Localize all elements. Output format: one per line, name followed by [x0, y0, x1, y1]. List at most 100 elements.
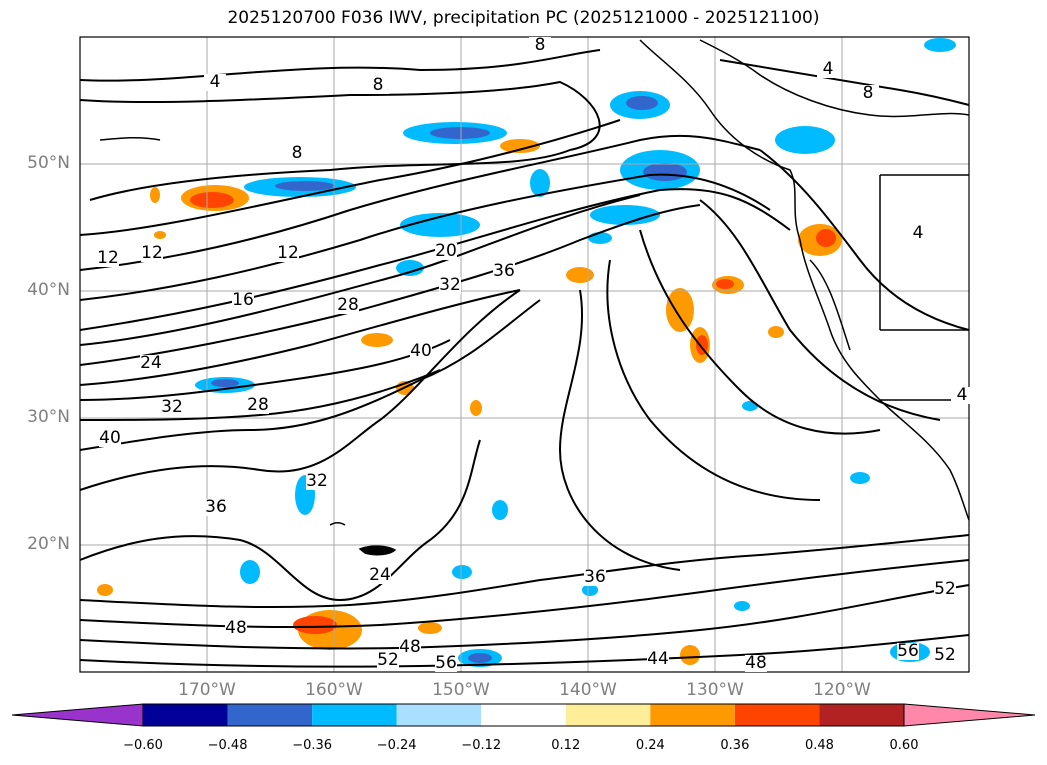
- contour-label-bg: [435, 655, 457, 672]
- map-title: 2025120700 F036 IWV, precipitation PC (2…: [227, 8, 820, 28]
- contour-label: 4: [210, 72, 221, 92]
- colorbar-swatch: [143, 704, 228, 726]
- contour-label: 8: [863, 83, 874, 103]
- contour-label-bg: [377, 652, 399, 669]
- lon-tick-label: 140°W: [559, 680, 617, 700]
- contour-label: 56: [435, 653, 457, 673]
- contour-label: 32: [306, 471, 328, 491]
- precip-shading: [97, 38, 956, 667]
- contour-label-bg: [306, 473, 328, 490]
- colorbar: [11, 703, 1036, 727]
- lat-tick-label: 40°N: [27, 280, 70, 300]
- colorbar-swatch: [396, 704, 482, 726]
- colorbar-tick-label: 0.48: [804, 738, 834, 753]
- contour-label-bg: [410, 343, 432, 360]
- contour-label-bg: [140, 355, 162, 372]
- contour-label-bg: [934, 581, 956, 598]
- contour-label: 4: [823, 59, 834, 79]
- contour-label-bg: [951, 387, 973, 404]
- contour-label: 48: [399, 637, 421, 657]
- contour-label-bg: [439, 277, 461, 294]
- contour-label: 36: [205, 497, 227, 517]
- contour-label-bg: [141, 245, 163, 262]
- contour-label-bg: [205, 499, 227, 516]
- contour-label: 40: [410, 341, 432, 361]
- lon-tick-label: 130°W: [686, 680, 744, 700]
- contour-label-bg: [232, 292, 254, 309]
- colorbar-swatch: [565, 704, 651, 726]
- contour-label-bg: [161, 399, 183, 416]
- contour-label: 56: [897, 641, 919, 661]
- colorbar-tick-label: −0.36: [292, 738, 333, 753]
- contour-label: 24: [369, 565, 391, 585]
- contour-label-bg: [369, 567, 391, 584]
- colorbar-tick-label: −0.48: [207, 738, 248, 753]
- map-border: [79, 36, 970, 673]
- contour-label-bg: [399, 639, 421, 656]
- contour-label: 16: [232, 290, 254, 310]
- colorbar-outline: [142, 703, 905, 727]
- contour-label: 12: [141, 243, 163, 263]
- contour-label: 52: [377, 650, 399, 670]
- colorbar-swatch: [312, 704, 397, 726]
- lat-tick-label: 50°N: [27, 153, 70, 173]
- coastline: [99, 39, 970, 556]
- contour-label-bg: [99, 430, 121, 447]
- contour-label-bg: [817, 61, 839, 78]
- colorbar-tick-label: −0.12: [461, 738, 502, 753]
- contour-label-bg: [584, 569, 606, 586]
- lat-tick-label: 30°N: [27, 407, 70, 427]
- colorbar-tick-label: −0.24: [376, 738, 417, 753]
- contour-label: 40: [99, 428, 121, 448]
- contour-label-bg: [897, 643, 919, 660]
- lon-tick-label: 170°W: [178, 680, 236, 700]
- contour-label-bg: [745, 655, 767, 672]
- contour-label: 44: [647, 649, 669, 669]
- lon-tick-label: 160°W: [305, 680, 363, 700]
- contour-label-bg: [225, 620, 247, 637]
- contour-label-bg: [857, 85, 879, 102]
- lon-tick-label: 150°W: [432, 680, 490, 700]
- contour-label: 20: [435, 241, 457, 261]
- contour-label: 36: [493, 261, 515, 281]
- colorbar-tick-label: 0.60: [889, 738, 919, 753]
- contour-label-bg: [529, 37, 551, 54]
- contour-label: 32: [161, 397, 183, 417]
- contour-label: 32: [439, 275, 461, 295]
- colorbar-tick-label: −0.60: [123, 738, 163, 753]
- colorbar-swatch: [650, 704, 735, 726]
- contour-label-bg: [286, 145, 308, 162]
- contour-label: 4: [957, 385, 968, 405]
- colorbar-swatch: [481, 704, 566, 726]
- contour-label: 28: [337, 295, 359, 315]
- contour-label: 8: [535, 35, 546, 55]
- contour-label-bg: [435, 243, 457, 260]
- colorbar-swatch: [734, 704, 820, 726]
- colorbar-extend-high: [903, 703, 1036, 727]
- contour-label-bg: [204, 74, 226, 91]
- contour-label: 4: [913, 223, 924, 243]
- lon-tick-label: 120°W: [813, 680, 871, 700]
- contour-label: 12: [277, 243, 299, 263]
- colorbar-extend-low: [11, 703, 144, 727]
- contour-label: 8: [373, 75, 384, 95]
- iwv-contours: [79, 49, 970, 668]
- contour-label: 48: [225, 618, 247, 638]
- contour-label: 12: [97, 248, 119, 268]
- lat-tick-label: 20°N: [27, 534, 70, 554]
- colorbar-swatch: [227, 704, 313, 726]
- colorbar-tick-label: 0.36: [720, 738, 750, 753]
- contour-label: 52: [934, 579, 956, 599]
- contour-label-bg: [277, 245, 299, 262]
- contour-label: 52: [934, 645, 956, 665]
- contour-label-bg: [647, 651, 669, 668]
- contour-label-bg: [907, 225, 929, 242]
- contour-label-bg: [97, 250, 119, 267]
- contour-label-bg: [337, 297, 359, 314]
- colorbar-swatch: [819, 704, 904, 726]
- contour-label-bg: [493, 263, 515, 280]
- contour-label-bg: [247, 397, 269, 414]
- contour-label: 48: [745, 653, 767, 673]
